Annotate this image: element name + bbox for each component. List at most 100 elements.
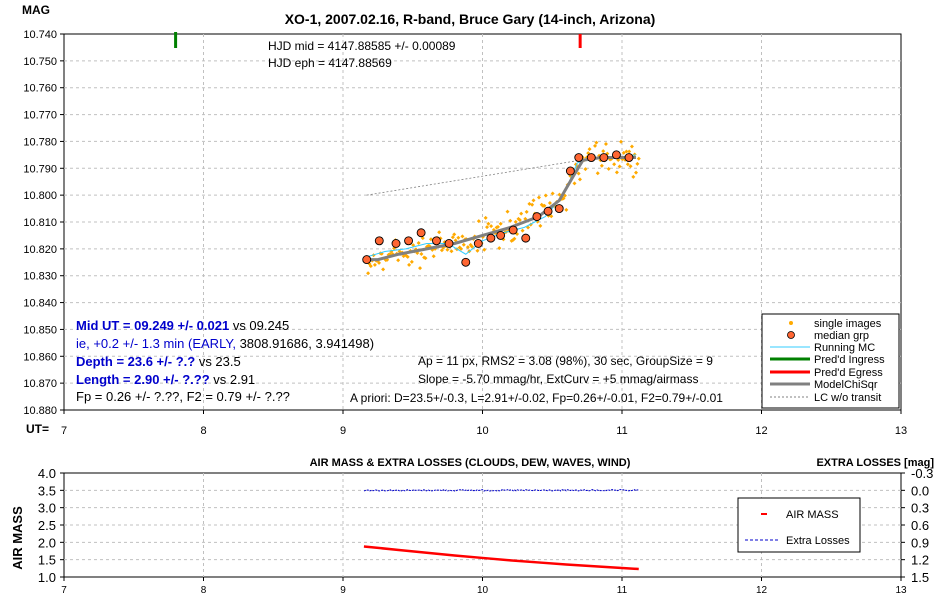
median-group-point [391, 239, 401, 248]
median-group-point [461, 257, 471, 267]
single-image-point [628, 164, 633, 169]
single-image-point [519, 211, 524, 216]
single-image-point [423, 256, 428, 261]
single-image-point [509, 238, 514, 243]
single-image-point [614, 170, 619, 175]
single-image-point [627, 149, 632, 154]
single-image-point [497, 246, 502, 251]
main-y-tick-label: 10.850 [23, 324, 57, 336]
hjd-eph: HJD eph = 4147.88569 [268, 56, 392, 70]
single-image-point [601, 149, 606, 154]
single-image-point [606, 166, 611, 171]
main-legend: single images median grp Running MC Pred… [761, 313, 900, 409]
airmass-x-tick-label: 7 [61, 585, 67, 596]
main-y-tick-label: 10.780 [23, 136, 57, 148]
median-group-point [565, 166, 575, 176]
median-group-point [624, 153, 634, 162]
airmass-x-tick-label: 10 [477, 585, 489, 596]
legend-airmass-label: AIR MASS [786, 509, 839, 521]
airmass-y-tick-label: 2.0 [38, 535, 56, 550]
single-image-point [368, 264, 373, 269]
single-image-point [536, 195, 541, 200]
single-image-point [635, 161, 640, 166]
single-image-point [453, 238, 458, 243]
model-chisqr-line [366, 156, 636, 262]
legend-lcwo-label: LC w/o transit [814, 392, 881, 404]
median-group-point [432, 236, 441, 246]
single-image-point [437, 230, 442, 235]
airmass-x-ticks: 7 8 9 10 11 12 13 [61, 577, 907, 596]
ie-value: ie, +0.2 +/- 1.3 min (EARLY, [76, 336, 240, 351]
single-image-point [498, 221, 503, 226]
single-image-point [595, 171, 600, 176]
single-image-point [550, 191, 555, 196]
single-image-point [634, 170, 639, 175]
main-title: XO-1, 2007.02.16, R-band, Bruce Gary (14… [285, 11, 656, 27]
median-group-point [473, 239, 483, 248]
single-image-point [411, 243, 416, 248]
median-group-point [486, 233, 496, 243]
single-image-point [594, 140, 599, 145]
single-image-point [531, 198, 536, 203]
airmass-title: AIR MASS & EXTRA LOSSES (CLOUDS, DEW, WA… [310, 457, 631, 469]
legend-egress-label: Pred'd Egress [814, 367, 883, 379]
main-x-ticks: 7 8 9 10 11 12 13 [61, 410, 907, 437]
main-y-tick-label: 10.820 [23, 244, 57, 256]
main-x-tick-label: 7 [61, 425, 67, 437]
single-image-point [530, 202, 535, 207]
single-image-point [583, 167, 588, 172]
length-vs: vs 2.91 [210, 372, 256, 387]
main-y-tick-label: 10.870 [23, 378, 57, 390]
median-group-point [543, 206, 553, 216]
apriori-line: A priori: D=23.5+/-0.3, L=2.91+/-0.02, F… [350, 391, 723, 405]
airmass-x-tick-label: 9 [340, 585, 346, 596]
single-image-point [396, 258, 401, 263]
fp-line: Fp = 0.26 +/- ?.??, F2 = 0.79 +/- ?.?? [76, 389, 290, 404]
single-image-point [483, 215, 488, 220]
single-image-point [624, 149, 629, 154]
legend-single-label: single images [814, 318, 882, 330]
single-image-point [482, 247, 487, 252]
main-x-tick-label: 10 [476, 425, 488, 437]
depth-vs: vs 23.5 [195, 354, 241, 369]
lc-without-transit [366, 159, 581, 196]
airmass-grid [64, 473, 901, 577]
single-image-point [465, 245, 470, 250]
airmass-y-tick-label: 3.0 [38, 501, 56, 516]
ie-value2: 3808.91686, 3.941498) [240, 336, 374, 351]
extra-losses-tick-label: 1.2 [911, 553, 929, 568]
main-y-tick-label: 10.760 [23, 83, 57, 95]
length-value: Length = 2.90 +/- ?.?? [76, 372, 210, 387]
ap-line: Ap = 11 px, RMS2 = 3.08 (98%), 30 sec, G… [418, 354, 713, 368]
single-image-point [512, 236, 517, 241]
single-image-point [407, 262, 412, 267]
single-image-point [603, 141, 608, 146]
single-image-point [621, 150, 626, 155]
airmass-series-line [363, 545, 639, 571]
single-image-point [450, 235, 455, 240]
main-y-tick-label: 10.800 [23, 190, 57, 202]
main-y-tick-label: 10.840 [23, 298, 57, 310]
airmass-y-tick-label: 1.0 [38, 570, 56, 585]
median-group-point [574, 153, 584, 162]
airmass-x-tick-label: 11 [617, 585, 628, 596]
main-legend-box [761, 313, 900, 409]
median-group-point [508, 225, 518, 235]
legend-single-swatch [789, 321, 793, 325]
y-axis-label: MAG [22, 3, 50, 17]
median-group-point [374, 236, 384, 246]
main-x-tick-label: 11 [616, 425, 627, 437]
legend-median-label: median grp [814, 330, 869, 342]
single-image-point [617, 164, 622, 169]
main-x-tick-label: 9 [340, 425, 346, 437]
main-marks [174, 32, 641, 276]
airmass-y2-ticks: -0.3 0.0 0.3 0.6 0.9 1.2 1.5 [901, 466, 933, 585]
airmass-x-tick-label: 13 [895, 585, 907, 596]
single-image-point [495, 224, 500, 229]
median-group-point [532, 212, 542, 222]
airmass-legend-box [737, 497, 861, 553]
median-group-point [521, 233, 531, 243]
single-image-point [475, 248, 480, 253]
single-image-point [476, 219, 481, 224]
